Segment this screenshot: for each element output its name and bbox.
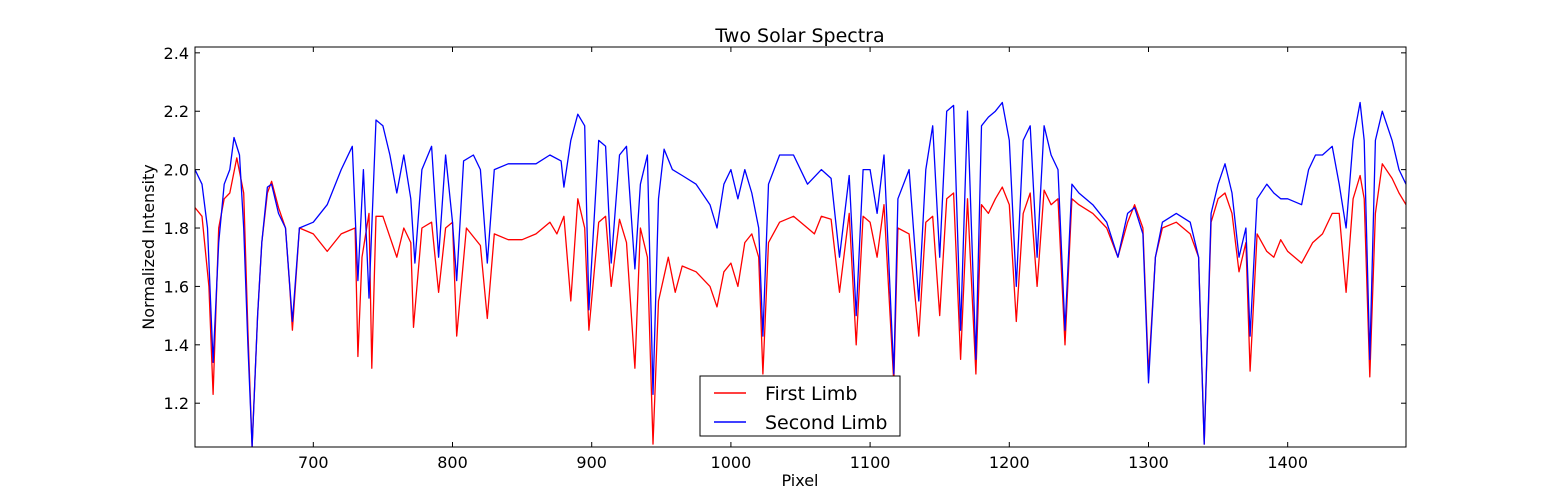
legend-box (699, 375, 901, 437)
plot-frame (194, 46, 1407, 448)
legend: First Limb Second Limb (699, 375, 901, 437)
x-tick-label: 1200 (989, 453, 1030, 472)
x-tick-label: 1100 (850, 453, 891, 472)
y-tick-label: 1.6 (164, 277, 189, 296)
y-tick-label: 1.2 (164, 394, 189, 413)
x-tick-label: 900 (576, 453, 607, 472)
y-tick-label: 2.0 (164, 161, 189, 180)
series-line-2 (195, 101, 1406, 447)
axis-ticks: 700 800 900 1000 1100 1200 1300 1400 1.2 1.4 1.6 1.… (164, 44, 1406, 472)
legend-label-1: First Limb (765, 383, 857, 405)
x-tick-label: 800 (437, 453, 468, 472)
y-tick-label: 1.4 (164, 336, 189, 355)
x-tick-label: 1000 (711, 453, 752, 472)
y-tick-label: 2.2 (164, 102, 189, 121)
y-tick-label: 2.4 (164, 44, 189, 63)
x-axis-label: Pixel (781, 471, 818, 490)
x-tick-label: 1300 (1128, 453, 1169, 472)
legend-label-2: Second Limb (765, 412, 887, 434)
y-axis-label: Normalized Intensity (139, 164, 158, 329)
chart-title: Two Solar Spectra (714, 25, 884, 47)
x-tick-label: 1400 (1267, 453, 1308, 472)
x-tick-label: 700 (298, 453, 329, 472)
plot-area (195, 101, 1406, 447)
y-tick-label: 1.8 (164, 219, 189, 238)
